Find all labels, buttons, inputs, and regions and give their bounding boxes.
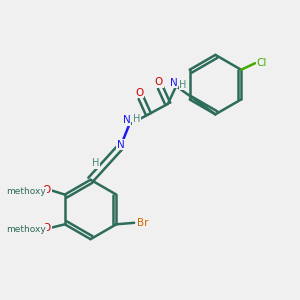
Text: O: O — [43, 223, 51, 233]
Text: H: H — [92, 158, 100, 168]
Text: Br: Br — [137, 218, 148, 228]
Text: methoxy: methoxy — [26, 191, 32, 192]
Text: Cl: Cl — [256, 58, 267, 68]
Text: O: O — [136, 88, 144, 98]
Text: N: N — [117, 140, 125, 150]
Text: methoxy: methoxy — [6, 225, 46, 234]
Text: H: H — [179, 80, 186, 90]
Text: methoxy: methoxy — [6, 187, 46, 196]
Text: N: N — [170, 77, 178, 88]
Text: methoxy: methoxy — [30, 190, 36, 192]
Text: O: O — [155, 77, 163, 87]
Text: O: O — [43, 185, 51, 195]
Text: N: N — [123, 115, 131, 125]
Text: H: H — [133, 114, 140, 124]
